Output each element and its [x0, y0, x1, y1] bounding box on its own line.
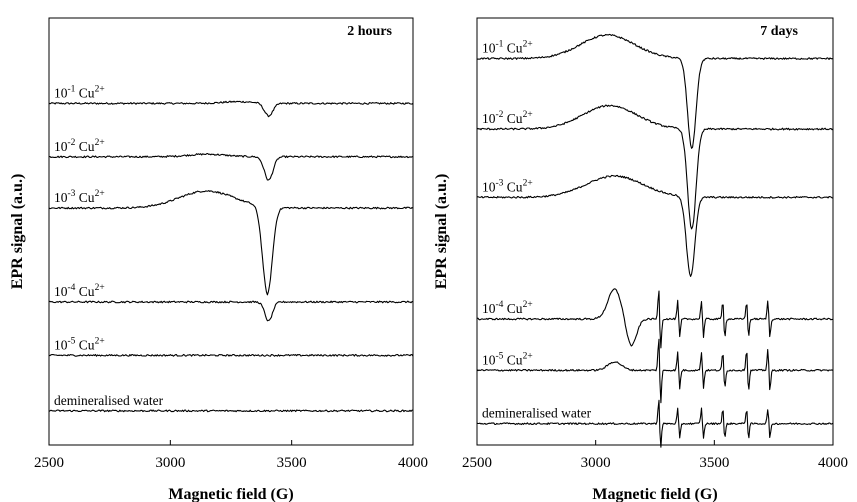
panel-7-days: 2500 3000 3500 4000 Magnetic field (G) EPR si…	[433, 17, 848, 502]
series-label-base: demineralised water	[54, 393, 164, 408]
series-label-charge: 2+	[523, 351, 533, 361]
series-label-ion: Cu	[75, 85, 94, 100]
series-line-2	[48, 152, 414, 181]
series-line-4	[476, 288, 833, 349]
series-line-4	[48, 300, 414, 322]
series-label-base: 10	[482, 352, 496, 367]
series-label-base: 10	[482, 41, 496, 56]
series-label-6: demineralised water	[54, 393, 164, 408]
series-label-4: 10-4 Cu2+	[482, 300, 533, 316]
series-label-charge: 2+	[95, 138, 105, 148]
series-label-exp: -1	[496, 40, 504, 50]
series-label-charge: 2+	[95, 84, 105, 94]
series-label-charge: 2+	[95, 189, 105, 199]
series-line-1	[476, 33, 834, 149]
series-label-ion: Cu	[75, 190, 94, 205]
series-label-3: 10-3 Cu2+	[54, 189, 105, 205]
series-line-5	[476, 338, 834, 404]
series-label-5: 10-5 Cu2+	[54, 336, 105, 352]
x-tick-label: 2500	[34, 455, 64, 471]
series-label-charge: 2+	[523, 300, 533, 310]
plot-frame	[48, 17, 414, 446]
series-label-charge: 2+	[95, 336, 105, 346]
series-line-3	[48, 190, 414, 296]
series-label-base: 10	[482, 111, 496, 126]
series-label-base: 10	[54, 139, 68, 154]
series-label-4: 10-4 Cu2+	[54, 283, 105, 299]
series-label-base: 10	[54, 284, 68, 299]
series-label-exp: -5	[68, 336, 76, 346]
series-label-base: 10	[482, 301, 496, 316]
series-label-2: 10-2 Cu2+	[482, 110, 533, 126]
series-label-exp: -1	[68, 84, 76, 94]
series-line-2	[476, 104, 834, 230]
panel-title: 2 hours	[347, 24, 392, 39]
series-label-ion: Cu	[75, 139, 94, 154]
series-line-6	[476, 399, 834, 448]
series-label-base: 10	[482, 179, 496, 194]
series-label-ion: Cu	[75, 337, 94, 352]
series-label-ion: Cu	[503, 301, 522, 316]
series-label-exp: -4	[68, 283, 76, 293]
series-label-charge: 2+	[523, 178, 533, 188]
series-label-base: demineralised water	[482, 406, 592, 421]
series-label-exp: -3	[496, 178, 504, 188]
series-label-3: 10-3 Cu2+	[482, 178, 533, 194]
series-line-6	[48, 409, 414, 413]
series-label-6: demineralised water	[482, 406, 592, 421]
series-label-exp: -5	[496, 351, 504, 361]
series-label-exp: -3	[68, 189, 76, 199]
series-label-charge: 2+	[523, 110, 533, 120]
x-axis-label: Magnetic field (G)	[168, 486, 293, 502]
plot-frame	[476, 17, 834, 446]
x-tick-label: 4000	[818, 455, 848, 471]
series-label-base: 10	[54, 337, 68, 352]
series-label-ion: Cu	[503, 352, 522, 367]
series-line-5	[48, 353, 414, 357]
series-line-3	[476, 174, 834, 277]
series-label-charge: 2+	[523, 40, 533, 50]
series-label-charge: 2+	[95, 283, 105, 293]
y-axis-label: EPR signal (a.u.)	[9, 174, 26, 290]
x-axis-label: Magnetic field (G)	[592, 486, 717, 502]
series-label-1: 10-1 Cu2+	[54, 84, 105, 100]
panel-title: 7 days	[760, 24, 798, 39]
y-axis-label: EPR signal (a.u.)	[433, 174, 450, 290]
series-label-exp: -4	[496, 300, 504, 310]
series-label-base: 10	[54, 85, 68, 100]
series-label-base: 10	[54, 190, 68, 205]
panel-2-hours: 2500 3000 3500 4000 Magnetic field (G) EPR si…	[9, 17, 428, 502]
x-tick-label: 3000	[581, 455, 611, 471]
series-line-1	[48, 100, 414, 118]
series-label-ion: Cu	[503, 111, 522, 126]
series-label-5: 10-5 Cu2+	[482, 351, 533, 367]
series-label-ion: Cu	[503, 41, 522, 56]
x-tick-label: 4000	[398, 455, 428, 471]
x-tick-label: 2500	[462, 455, 492, 471]
x-tick-label: 3500	[277, 455, 307, 471]
series-label-exp: -2	[496, 110, 504, 120]
series-label-1: 10-1 Cu2+	[482, 40, 533, 56]
series-label-2: 10-2 Cu2+	[54, 138, 105, 154]
series-label-ion: Cu	[75, 284, 94, 299]
x-tick-label: 3000	[155, 455, 185, 471]
series-label-exp: -2	[68, 138, 76, 148]
series-label-ion: Cu	[503, 179, 522, 194]
x-tick-label: 3500	[699, 455, 729, 471]
